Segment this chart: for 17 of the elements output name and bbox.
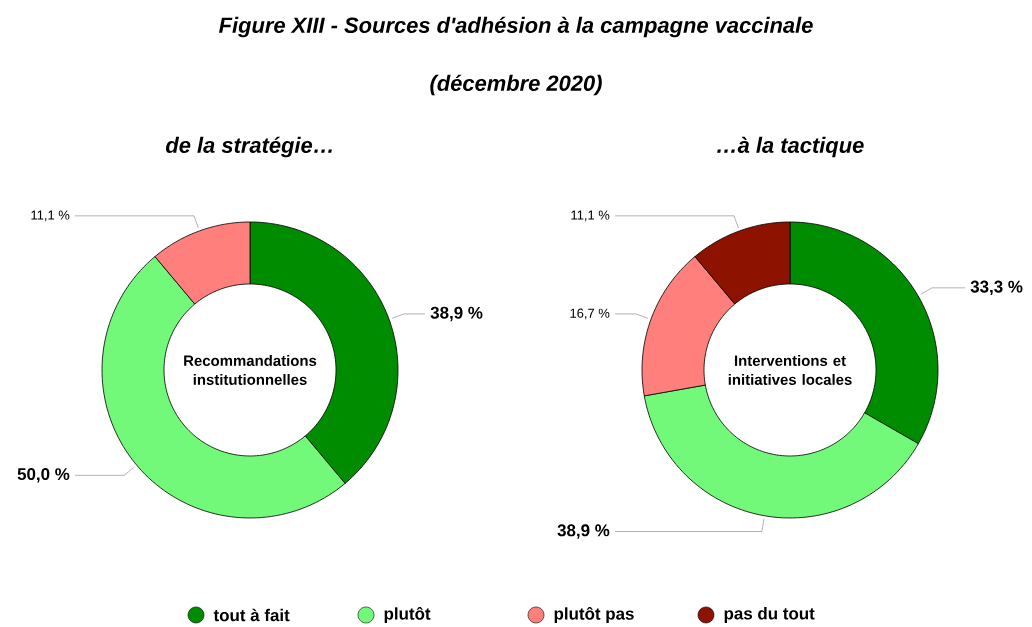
legend-label: tout à fait [213, 608, 290, 622]
text: Interventions et initiatives locales [728, 355, 852, 385]
legend-label: pas du tout [724, 607, 815, 623]
legend-label: plutôt pas [554, 606, 634, 624]
data-label: 38,9 % [557, 524, 610, 539]
data-label: 33,3 % [970, 280, 1023, 296]
data-label: 50,0 % [17, 468, 70, 483]
chart-title: …à la tactique [717, 136, 864, 158]
data-label: 11,1 % [571, 210, 610, 222]
data-label: 38,9 % [430, 306, 483, 322]
text: Figure XIII - Sources d'adhésion à la campagne vaccinale [219, 16, 813, 38]
chart-title: de la stratégie… [165, 136, 332, 158]
data-label: 11,1 % [31, 210, 70, 222]
data-label: 16,7 % [570, 308, 610, 320]
text: (décembre 2020) [430, 74, 602, 96]
text: Recommandations institutionnelles [184, 355, 317, 385]
legend-label: plutôt [384, 606, 431, 624]
